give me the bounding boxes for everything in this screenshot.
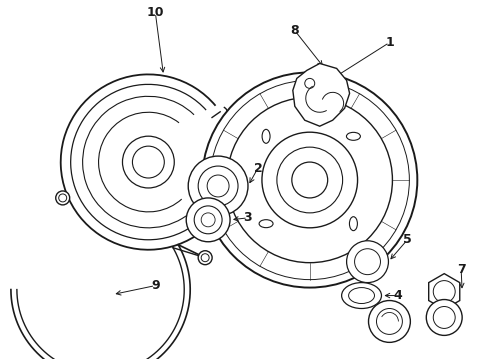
Circle shape bbox=[188, 156, 248, 216]
Circle shape bbox=[368, 301, 410, 342]
Text: 9: 9 bbox=[151, 279, 160, 292]
Text: 10: 10 bbox=[147, 6, 164, 19]
Text: 6: 6 bbox=[385, 331, 394, 344]
Circle shape bbox=[202, 72, 417, 288]
Circle shape bbox=[346, 241, 389, 283]
Text: 3: 3 bbox=[244, 211, 252, 224]
Text: 4: 4 bbox=[393, 289, 402, 302]
Ellipse shape bbox=[346, 132, 360, 140]
Text: 1: 1 bbox=[385, 36, 394, 49]
Circle shape bbox=[186, 198, 230, 242]
Text: 5: 5 bbox=[403, 233, 412, 246]
Circle shape bbox=[426, 300, 462, 336]
Text: 7: 7 bbox=[457, 263, 465, 276]
Polygon shape bbox=[293, 63, 349, 126]
Circle shape bbox=[198, 251, 212, 265]
Circle shape bbox=[56, 191, 70, 205]
Ellipse shape bbox=[349, 217, 357, 231]
Text: 8: 8 bbox=[291, 24, 299, 37]
Ellipse shape bbox=[262, 129, 270, 143]
Text: 2: 2 bbox=[253, 162, 262, 175]
Ellipse shape bbox=[259, 220, 273, 228]
Polygon shape bbox=[429, 274, 460, 310]
Ellipse shape bbox=[342, 283, 382, 309]
